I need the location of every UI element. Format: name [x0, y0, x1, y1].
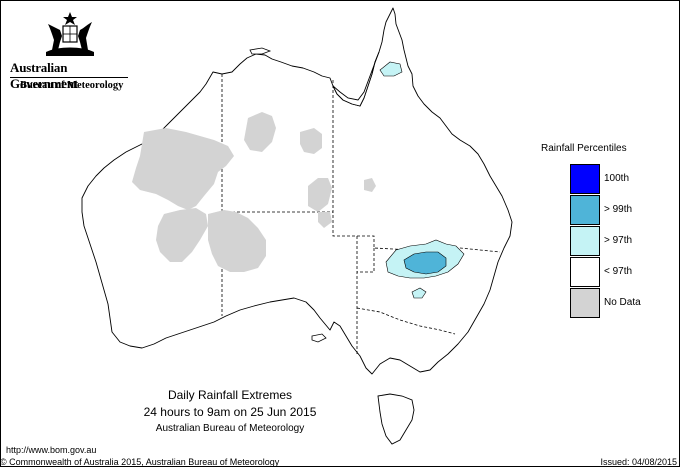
- issued-date: Issued: 04/08/2015: [600, 457, 677, 467]
- copyright-notice: © Commonwealth of Australia 2015, Austra…: [0, 457, 280, 467]
- no-data-region-wa-north: [132, 128, 234, 210]
- legend-label-97th: > 97th: [604, 235, 633, 246]
- legend-swatch-97th: [570, 226, 600, 256]
- map-source: Australian Bureau of Meteorology: [155, 423, 305, 434]
- no-data-region-border: [208, 210, 266, 272]
- rainfall-99th-nsw: [403, 251, 447, 275]
- tasmania: [377, 393, 415, 445]
- melville-island: [249, 47, 272, 55]
- legend-item-no-data: No Data: [570, 288, 670, 318]
- kangaroo-island: [311, 333, 327, 343]
- legend-swatch-below-97th: [570, 257, 600, 287]
- no-data-region-sa: [318, 212, 332, 228]
- no-data-region-nt-south: [308, 178, 332, 212]
- gulf-of-carpentaria: [332, 51, 380, 107]
- rainfall-99th-regions: [403, 251, 447, 275]
- legend-item-100th: 100th: [570, 164, 670, 194]
- no-data-region-nt: [244, 112, 276, 152]
- bureau-name: Bureau of Meteorology: [20, 80, 124, 91]
- no-data-regions: [132, 112, 376, 272]
- legend-title: Rainfall Percentiles: [541, 143, 627, 154]
- legend-label-no-data: No Data: [604, 297, 641, 308]
- no-data-region-qld: [364, 178, 376, 192]
- website-link[interactable]: http://www.bom.gov.au: [6, 445, 97, 455]
- legend-label-below-97th: < 97th: [604, 266, 633, 277]
- legend-label-99th: > 99th: [604, 204, 633, 215]
- government-name: Australian Government: [10, 60, 79, 91]
- map-title: Daily Rainfall Extremes: [167, 388, 293, 402]
- legend-item-97th: > 97th: [570, 226, 670, 256]
- header-divider: [10, 77, 128, 78]
- coat-of-arms-logo: [46, 12, 94, 56]
- legend-label-100th: 100th: [604, 173, 630, 184]
- legend-swatch-99th: [570, 195, 600, 225]
- legend-swatch-no-data: [570, 288, 600, 318]
- legend-item-below-97th: < 97th: [570, 257, 670, 287]
- rainfall-97th-qld: [379, 61, 403, 77]
- legend-swatch-100th: [570, 164, 600, 194]
- no-data-region-wa-south: [156, 208, 208, 262]
- no-data-region-nt-east: [300, 128, 322, 154]
- legend-item-99th: > 99th: [570, 195, 670, 225]
- rainfall-97th-nsw-small: [411, 287, 427, 299]
- map-period: 24 hours to 9am on 25 Jun 2015: [143, 405, 317, 419]
